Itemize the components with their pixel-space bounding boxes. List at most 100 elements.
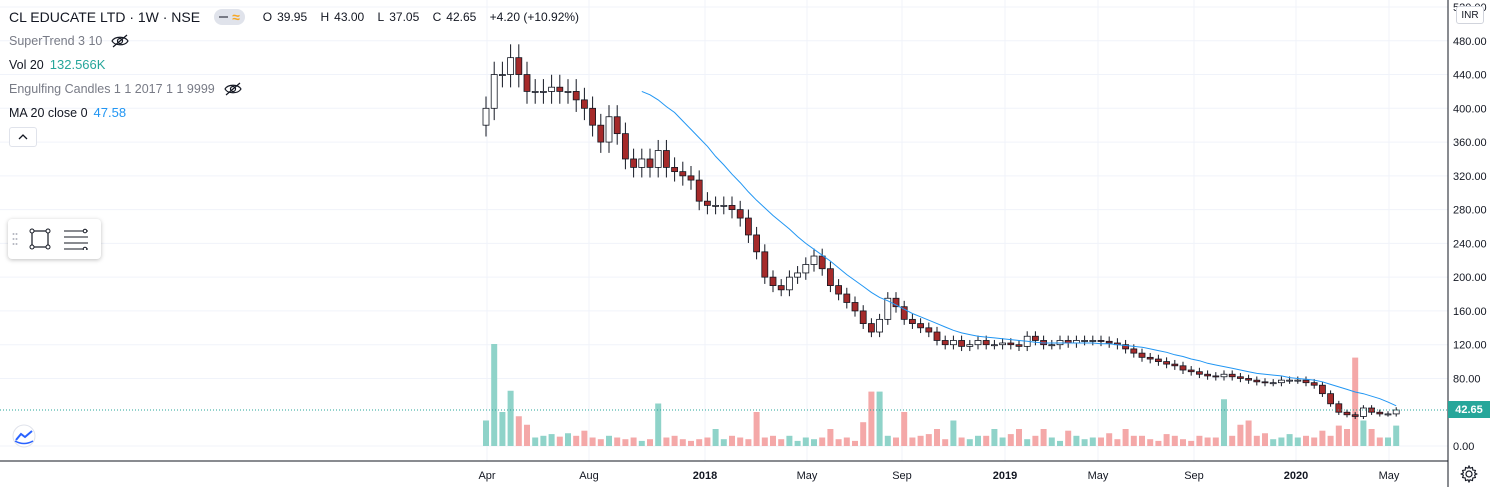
currency-label[interactable]: INR (1456, 6, 1484, 24)
price-axis-label: 160.00 (1453, 306, 1487, 318)
symbol-title[interactable]: CL EDUCATE LTD · 1W · NSE (9, 9, 201, 25)
volume-bar (1139, 435, 1145, 446)
candle-body (523, 74, 531, 92)
indicator-ma[interactable]: MA 20 close 0 (9, 106, 88, 120)
candle-body (1097, 340, 1105, 342)
volume-bar (704, 437, 711, 446)
volume-bar (1163, 434, 1170, 446)
candle-body (769, 276, 777, 286)
candle-body (1179, 365, 1187, 371)
price-axis[interactable]: 520.00480.00440.00400.00360.00320.00280.… (1453, 2, 1487, 453)
indicator-supertrend[interactable]: SuperTrend 3 10 (9, 34, 103, 48)
volume-bar (1335, 425, 1342, 446)
volume-bar (1212, 437, 1219, 446)
candle-body (909, 318, 916, 324)
candle-body (835, 285, 842, 295)
candle-body (1343, 411, 1351, 416)
volume-bar (565, 433, 571, 446)
candle-body (777, 285, 785, 291)
volume-bar (983, 435, 990, 446)
candle-body (1261, 381, 1269, 384)
volume-bar (1393, 425, 1400, 446)
candle-body (540, 91, 547, 93)
volume-bar (630, 437, 637, 446)
time-axis-label: May (797, 470, 818, 482)
drag-handle-icon[interactable] (8, 219, 22, 259)
eye-off-icon[interactable] (111, 34, 130, 48)
candle-body (818, 255, 826, 270)
candle-body (515, 57, 523, 75)
volume-bar (729, 435, 735, 446)
time-axis-label: Apr (478, 470, 495, 482)
candle-body (925, 327, 933, 333)
candle-body (630, 158, 637, 168)
time-axis-label: Aug (579, 470, 599, 482)
candle-body (687, 175, 695, 181)
volume-bar (901, 412, 908, 446)
candle-body (1319, 384, 1326, 395)
collapse-legend-button[interactable] (9, 127, 37, 147)
volume-bar (1327, 435, 1334, 446)
candle-body (704, 200, 711, 206)
candle-body (482, 107, 490, 126)
candle-body (1015, 344, 1023, 347)
volume-bar (1278, 437, 1285, 446)
volume-bar (958, 437, 965, 446)
eye-off-icon[interactable] (224, 82, 242, 96)
volume-bar (688, 440, 694, 446)
candle-body (745, 217, 752, 236)
minus-icon[interactable] (219, 16, 229, 18)
time-axis-label: Sep (1184, 470, 1204, 482)
volume-bar (483, 420, 489, 446)
gear-icon[interactable] (1460, 465, 1478, 483)
close-value: 42.65 (446, 10, 477, 24)
volume-bar (934, 429, 940, 446)
volume-bar (1352, 357, 1359, 446)
volume-bar (622, 439, 629, 446)
indicator-volume[interactable]: Vol 20 (9, 58, 44, 72)
volume-bar (556, 436, 563, 446)
volume-bar (794, 440, 801, 446)
candle-body (1163, 361, 1170, 365)
candle-body (1294, 379, 1302, 382)
drawing-toolbox[interactable] (8, 219, 101, 259)
candle-body (950, 340, 957, 346)
time-axis[interactable]: Apr Aug 2018 May Sep 2019 May Sep 2020 May (478, 470, 1399, 482)
volume-bar (1081, 439, 1088, 446)
volume-bar (1016, 429, 1022, 446)
candle-body (564, 91, 572, 93)
candle-body (868, 323, 875, 333)
volume-bar (1032, 435, 1039, 446)
rectangle-tool-button[interactable] (22, 219, 58, 259)
open-value: 39.95 (277, 10, 308, 24)
price-axis-label: 80.00 (1453, 373, 1481, 385)
volume-bar (1360, 420, 1367, 446)
price-axis-label: 200.00 (1453, 272, 1487, 284)
candle-body (1130, 348, 1138, 354)
candle-body (958, 340, 965, 347)
candle-body (605, 116, 613, 143)
indicator-engulfing[interactable]: Engulfing Candles 1 1 2017 1 1 9999 (9, 82, 215, 96)
candle-body (1146, 356, 1154, 360)
candle-body (1253, 379, 1261, 383)
volume-bar (1155, 440, 1162, 446)
high-value: 43.00 (334, 10, 365, 24)
candle-body (498, 74, 506, 76)
candle-body (1204, 373, 1211, 377)
lines-tool-button[interactable] (58, 219, 94, 259)
volume-bar (1171, 435, 1178, 446)
candle-body (712, 204, 719, 207)
symbol-actions[interactable]: ≈ (214, 9, 245, 25)
candle-body (1376, 411, 1384, 415)
volume-bar (843, 437, 850, 446)
volume-bar (1147, 439, 1154, 446)
candle-body (1351, 414, 1359, 417)
compare-wave-icon[interactable]: ≈ (232, 9, 240, 25)
candle-body (917, 323, 924, 329)
volume-bar (1204, 437, 1211, 446)
tradingview-logo-icon[interactable] (10, 424, 38, 448)
candle-body (1220, 373, 1228, 378)
volume-bar (753, 412, 760, 446)
volume-bar (663, 437, 670, 446)
